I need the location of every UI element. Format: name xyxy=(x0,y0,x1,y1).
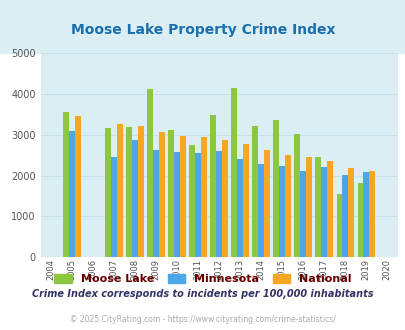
Bar xyxy=(200,137,207,257)
Bar xyxy=(315,157,321,257)
Bar xyxy=(273,120,279,257)
Bar xyxy=(63,112,69,257)
Bar xyxy=(369,171,374,257)
Bar xyxy=(222,140,228,257)
Bar xyxy=(347,168,353,257)
Bar xyxy=(180,136,185,257)
Text: © 2025 CityRating.com - https://www.cityrating.com/crime-statistics/: © 2025 CityRating.com - https://www.city… xyxy=(70,315,335,324)
Bar xyxy=(138,126,144,257)
Bar xyxy=(237,159,243,257)
Bar xyxy=(362,172,369,257)
Bar xyxy=(357,183,362,257)
Bar xyxy=(258,164,264,257)
Bar xyxy=(210,115,216,257)
Bar xyxy=(69,131,75,257)
Bar xyxy=(126,127,132,257)
Bar xyxy=(105,128,111,257)
Bar xyxy=(195,153,200,257)
Bar xyxy=(305,157,311,257)
Bar xyxy=(189,145,195,257)
Bar xyxy=(147,89,153,257)
Bar xyxy=(279,166,285,257)
Bar xyxy=(294,134,300,257)
Text: Moose Lake Property Crime Index: Moose Lake Property Crime Index xyxy=(70,23,335,37)
Text: Crime Index corresponds to incidents per 100,000 inhabitants: Crime Index corresponds to incidents per… xyxy=(32,289,373,299)
Bar xyxy=(336,194,341,257)
Bar xyxy=(341,175,347,257)
Bar xyxy=(285,155,290,257)
Bar xyxy=(300,171,305,257)
Bar xyxy=(153,150,159,257)
Bar xyxy=(243,144,249,257)
Bar xyxy=(111,157,117,257)
Bar xyxy=(159,132,164,257)
Bar xyxy=(231,88,237,257)
Bar xyxy=(117,124,123,257)
Bar xyxy=(132,140,138,257)
Bar xyxy=(216,151,222,257)
Bar xyxy=(168,130,174,257)
Bar xyxy=(75,116,81,257)
Bar xyxy=(174,152,180,257)
Legend: Moose Lake, Minnesota, National: Moose Lake, Minnesota, National xyxy=(50,270,355,289)
Bar xyxy=(326,161,333,257)
Bar xyxy=(264,150,269,257)
Bar xyxy=(321,167,326,257)
Bar xyxy=(252,126,258,257)
